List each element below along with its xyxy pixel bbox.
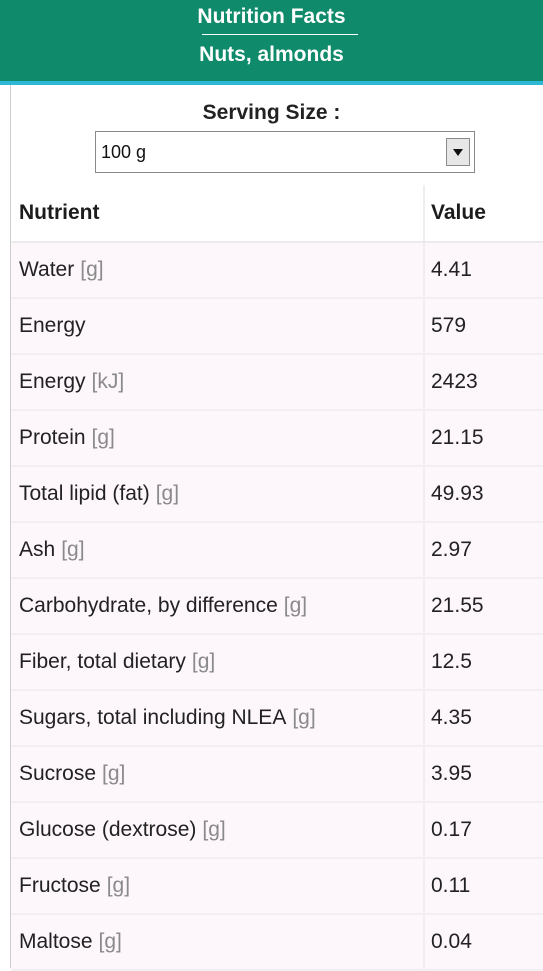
nutrient-unit: [g] (102, 762, 126, 785)
nutrient-name: Carbohydrate, by difference (19, 594, 278, 617)
nutrient-name: Protein (19, 426, 86, 449)
nutrient-name: Sucrose (19, 762, 97, 785)
column-separator (423, 523, 425, 577)
nutrient-value: 2.97 (431, 538, 472, 561)
nutrient-value: 0.17 (431, 818, 472, 841)
nutrient-name-cell: Fructose [g] (19, 859, 130, 913)
nutrient-name-cell: Protein [g] (19, 411, 115, 465)
nutrient-name-cell: Energy (19, 299, 86, 353)
table-row: Energy [kJ] 2423 (11, 355, 543, 411)
nutrient-table: Nutrient Value Water [g] 4.41 Energy 579 Ener… (11, 185, 543, 971)
table-row: Fiber, total dietary [g] 12.5 (11, 635, 543, 691)
column-separator (423, 859, 425, 913)
nutrient-value: 2423 (431, 370, 478, 393)
serving-size-label: Serving Size : (202, 101, 341, 124)
nutrient-name: Energy (19, 314, 86, 337)
nutrient-value: 3.95 (431, 762, 472, 785)
nutrient-name: Sugars, total including NLEA (19, 706, 287, 729)
nutrient-name: Fiber, total dietary (19, 650, 186, 673)
nutrient-name-cell: Total lipid (fat) [g] (19, 467, 179, 521)
nutrient-name: Ash (19, 538, 56, 561)
table-row: Total lipid (fat) [g] 49.93 (11, 467, 543, 523)
column-separator (423, 579, 425, 633)
table-row: Glucose (dextrose) [g] 0.17 (11, 803, 543, 859)
column-separator (423, 299, 425, 353)
table-row: Fructose [g] 0.11 (11, 859, 543, 915)
nutrient-value: 21.55 (431, 594, 484, 617)
table-row: Sucrose [g] 3.95 (11, 747, 543, 803)
nutrient-value: 0.04 (431, 930, 472, 953)
nutrient-unit: [g] (191, 650, 216, 673)
nutrient-name-cell: Sucrose [g] (19, 747, 125, 801)
nutrient-name-cell: Sugars, total including NLEA [g] (19, 691, 316, 745)
nutrient-name: Water (19, 258, 75, 281)
column-separator (423, 747, 425, 801)
nutrient-unit: [g] (98, 930, 122, 953)
column-separator (423, 411, 425, 465)
dropdown-button[interactable] (446, 138, 470, 166)
nutrient-name-cell: Glucose (dextrose) [g] (19, 803, 226, 857)
table-row: Maltose [g] 0.04 (11, 915, 543, 971)
table-row: Ash [g] 2.97 (11, 523, 543, 579)
nutrient-value: 21.15 (431, 426, 484, 449)
column-separator (423, 635, 425, 689)
food-name: Nuts, almonds (199, 43, 344, 66)
header-banner: Nutrition Facts Nuts, almonds (0, 0, 543, 81)
nutrient-unit: [kJ] (91, 370, 125, 393)
nutrient-value: 579 (431, 314, 467, 337)
nutrient-name: Total lipid (fat) (19, 482, 150, 505)
chevron-down-icon (453, 148, 463, 156)
nutrient-name-cell: Water [g] (19, 243, 104, 297)
table-header-row: Nutrient Value (11, 185, 543, 243)
nutrient-name: Energy (19, 370, 86, 393)
table-row: Water [g] 4.41 (11, 243, 543, 299)
nutrient-name-cell: Maltose [g] (19, 915, 122, 969)
column-separator (423, 915, 425, 969)
column-separator (423, 185, 425, 241)
nutrient-name: Glucose (dextrose) (19, 818, 197, 841)
table-row: Sugars, total including NLEA [g] 4.35 (11, 691, 543, 747)
nutrient-name-cell: Energy [kJ] (19, 355, 124, 409)
header-divider (202, 34, 358, 35)
nutrient-name-cell: Carbohydrate, by difference [g] (19, 579, 307, 633)
column-header-value: Value (431, 201, 486, 224)
column-header-nutrient: Nutrient (19, 201, 100, 224)
header-title: Nutrition Facts (197, 5, 346, 28)
nutrient-unit: [g] (292, 706, 316, 729)
nutrient-value: 4.41 (431, 258, 472, 281)
serving-size-value: 100 g (101, 142, 147, 162)
nutrient-name-cell: Fiber, total dietary [g] (19, 635, 215, 689)
nutrient-unit: [g] (80, 258, 104, 281)
header-accent-bar (0, 81, 543, 85)
nutrient-name: Fructose (19, 874, 101, 897)
nutrient-value: 0.11 (431, 874, 471, 897)
nutrient-unit: [g] (202, 818, 226, 841)
nutrient-value: 49.93 (431, 482, 484, 505)
nutrient-name: Maltose (19, 930, 93, 953)
column-separator (423, 243, 425, 297)
table-row: Energy 579 (11, 299, 543, 355)
nutrient-name-cell: Ash [g] (19, 523, 85, 577)
column-separator (423, 803, 425, 857)
nutrient-value: 12.5 (431, 650, 472, 673)
serving-size-select[interactable]: 100 g (95, 131, 475, 173)
nutrient-value: 4.35 (431, 706, 472, 729)
column-separator (423, 691, 425, 745)
table-row: Protein [g] 21.15 (11, 411, 543, 467)
nutrient-unit: [g] (283, 594, 308, 617)
column-separator (423, 355, 425, 409)
nutrient-unit: [g] (61, 538, 85, 561)
nutrient-unit: [g] (91, 426, 115, 449)
left-border (10, 85, 11, 968)
nutrient-unit: [g] (155, 482, 180, 505)
table-row: Carbohydrate, by difference [g] 21.55 (11, 579, 543, 635)
nutrient-unit: [g] (106, 874, 131, 897)
column-separator (423, 467, 425, 521)
